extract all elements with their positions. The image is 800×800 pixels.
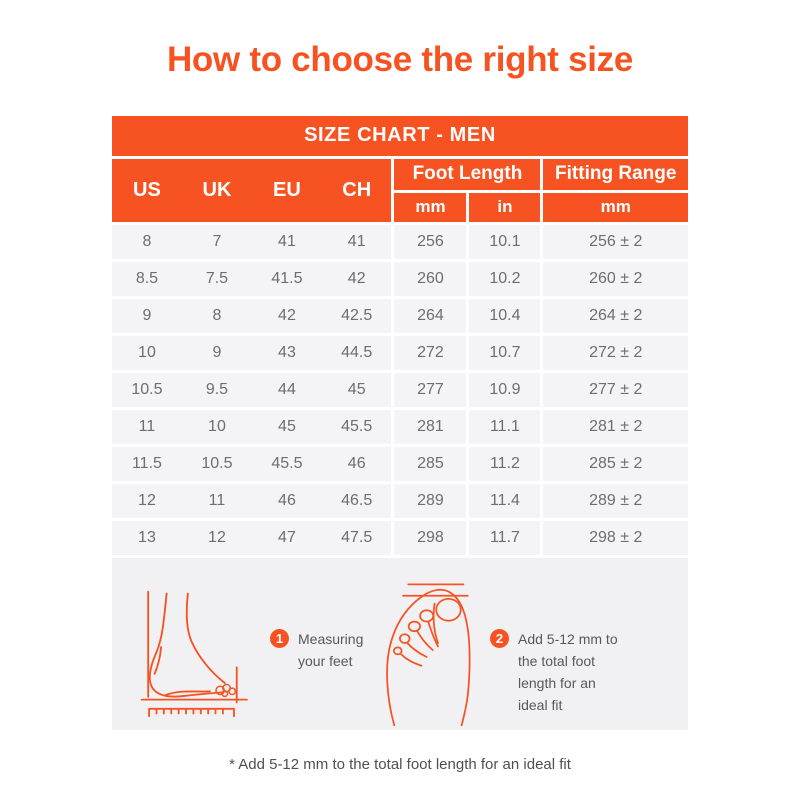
size-chart-table: SIZE CHART - MEN US UK EU CH Foot Length… <box>111 116 689 558</box>
cell-uk: 8 <box>181 297 252 336</box>
cell-us: 11 <box>111 408 182 447</box>
cell-uk: 7.5 <box>181 260 252 299</box>
cell-fit: 264 ± 2 <box>540 297 689 336</box>
cell-eu: 46 <box>251 482 322 521</box>
cell-uk: 9 <box>181 334 252 373</box>
cell-ch: 44.5 <box>321 334 393 373</box>
column-header-us: US <box>111 157 182 225</box>
size-chart-header: SIZE CHART - MEN US UK EU CH Foot Length… <box>111 116 689 225</box>
cell-mm: 285 <box>391 445 468 484</box>
table-row: 9 8 42 42.5 264 10.4 264 ± 2 <box>111 297 689 336</box>
table-row: 8 7 41 41 256 10.1 256 ± 2 <box>111 223 689 262</box>
cell-ch: 47.5 <box>321 519 393 558</box>
cell-uk: 10 <box>181 408 252 447</box>
cell-ch: 45 <box>321 371 393 410</box>
cell-in: 10.9 <box>466 371 542 410</box>
cell-in: 11.7 <box>466 519 542 558</box>
cell-mm: 298 <box>391 519 468 558</box>
step-2: 2 Add 5-12 mm to the total foot length f… <box>490 628 626 716</box>
cell-eu: 45.5 <box>251 445 322 484</box>
cell-fit: 277 ± 2 <box>540 371 689 410</box>
column-header-ch: CH <box>321 157 393 225</box>
cell-uk: 12 <box>181 519 252 558</box>
cell-ch: 42 <box>321 260 393 299</box>
table-title: SIZE CHART - MEN <box>111 116 689 159</box>
cell-us: 12 <box>111 482 182 521</box>
cell-mm: 264 <box>391 297 468 336</box>
cell-us: 10.5 <box>111 371 182 410</box>
table-row: 12 11 46 46.5 289 11.4 289 ± 2 <box>111 482 689 521</box>
foot-side-ruler-illustration <box>140 590 248 717</box>
cell-mm: 260 <box>391 260 468 299</box>
page-title: How to choose the right size <box>166 40 634 79</box>
cell-eu: 41 <box>251 223 322 262</box>
table-row: 11 10 45 45.5 281 11.1 281 ± 2 <box>111 408 689 447</box>
unit-header-fitting-mm: mm <box>540 191 689 225</box>
cell-fit: 260 ± 2 <box>540 260 689 299</box>
cell-uk: 7 <box>181 223 252 262</box>
step-1-text: Measuring your feet <box>298 630 364 669</box>
cell-fit: 272 ± 2 <box>540 334 689 373</box>
unit-header-mm: mm <box>391 191 468 225</box>
cell-in: 11.2 <box>466 445 542 484</box>
cell-in: 10.2 <box>466 260 542 299</box>
cell-eu: 41.5 <box>251 260 322 299</box>
cell-fit: 281 ± 2 <box>540 408 689 447</box>
cell-mm: 281 <box>391 408 468 447</box>
size-table-body: 8 7 41 41 256 10.1 256 ± 2 8.5 7.5 41.5 42 260 10.2 2… <box>111 223 689 558</box>
cell-us: 13 <box>111 519 182 558</box>
cell-ch: 45.5 <box>321 408 393 447</box>
cell-us: 8 <box>111 223 182 262</box>
cell-ch: 46.5 <box>321 482 393 521</box>
cell-mm: 256 <box>391 223 468 262</box>
cell-ch: 42.5 <box>321 297 393 336</box>
column-header-foot-length: Foot Length <box>391 157 542 193</box>
step-2-badge: 2 <box>490 628 509 648</box>
cell-in: 11.1 <box>466 408 542 447</box>
footnote: * Add 5-12 mm to the total foot length f… <box>229 755 571 773</box>
cell-in: 11.4 <box>466 482 542 521</box>
cell-us: 8.5 <box>111 260 182 299</box>
cell-fit: 289 ± 2 <box>540 482 689 521</box>
unit-header-in: in <box>466 191 542 225</box>
table-row: 10 9 43 44.5 272 10.7 272 ± 2 <box>111 334 689 373</box>
cell-uk: 9.5 <box>181 371 252 410</box>
column-header-uk: UK <box>181 157 252 225</box>
step-1-badge: 1 <box>270 628 289 648</box>
cell-in: 10.7 <box>466 334 542 373</box>
foot-top-illustration <box>386 583 471 726</box>
step-1: 1 Measuring your feet <box>270 628 380 672</box>
table-row: 10.5 9.5 44 45 277 10.9 277 ± 2 <box>111 371 689 410</box>
cell-eu: 43 <box>251 334 322 373</box>
cell-eu: 42 <box>251 297 322 336</box>
table-row: 11.5 10.5 45.5 46 285 11.2 285 ± 2 <box>111 445 689 484</box>
cell-us: 11.5 <box>111 445 182 484</box>
cell-eu: 45 <box>251 408 322 447</box>
cell-in: 10.4 <box>466 297 542 336</box>
measuring-guide: 1 Measuring your feet 2 Add 5-12 mm to t… <box>112 557 688 730</box>
cell-ch: 41 <box>321 223 393 262</box>
cell-fit: 256 ± 2 <box>540 223 689 262</box>
column-header-fitting-range: Fitting Range <box>540 157 689 193</box>
cell-uk: 10.5 <box>181 445 252 484</box>
cell-in: 10.1 <box>466 223 542 262</box>
cell-mm: 277 <box>391 371 468 410</box>
cell-fit: 298 ± 2 <box>540 519 689 558</box>
column-header-eu: EU <box>251 157 322 225</box>
cell-mm: 289 <box>391 482 468 521</box>
table-row: 13 12 47 47.5 298 11.7 298 ± 2 <box>111 519 689 558</box>
cell-ch: 46 <box>321 445 393 484</box>
cell-eu: 44 <box>251 371 322 410</box>
cell-uk: 11 <box>181 482 252 521</box>
cell-us: 9 <box>111 297 182 336</box>
step-2-text: Add 5-12 mm to the total foot length for… <box>518 630 618 713</box>
cell-mm: 272 <box>391 334 468 373</box>
cell-us: 10 <box>111 334 182 373</box>
cell-eu: 47 <box>251 519 322 558</box>
cell-fit: 285 ± 2 <box>540 445 689 484</box>
table-row: 8.5 7.5 41.5 42 260 10.2 260 ± 2 <box>111 260 689 299</box>
